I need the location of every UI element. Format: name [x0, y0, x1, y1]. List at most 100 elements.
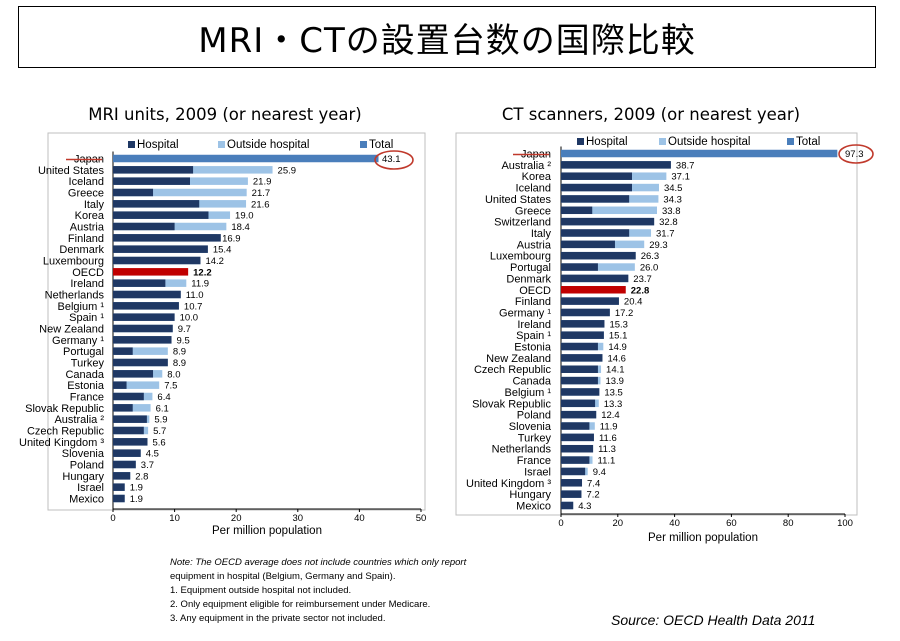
ct-category-label-spain: Spain ¹	[516, 330, 551, 342]
mri-bar-hospital-portugal	[113, 347, 133, 355]
ct-bar-hospital-iceland	[561, 183, 632, 192]
ct-value-label-ireland: 15.3	[609, 319, 628, 330]
ct-category-label-iceland: Iceland	[516, 183, 551, 195]
mri-category-label-turkey: Turkey	[71, 358, 105, 370]
mri-category-label-austria: Austria	[70, 222, 105, 234]
mri-category-label-slovenia: Slovenia	[62, 448, 105, 460]
mri-x-tick-label-1: 10	[169, 513, 180, 524]
mri-category-label-korea: Korea	[75, 210, 105, 222]
mri-category-label-spain: Spain ¹	[69, 312, 104, 324]
mri-category-label-netherlands: Netherlands	[45, 290, 105, 302]
mri-bar-hospital-luxembourg	[113, 256, 201, 265]
ct-value-label-australia: 38.7	[676, 160, 695, 171]
ct-value-label-new-zealand: 14.6	[607, 353, 626, 364]
mri-bar-hospital-israel	[113, 483, 125, 491]
mri-value-label-israel: 1.9	[130, 483, 143, 494]
mri-value-label-oecd: 12.2	[193, 267, 212, 278]
ct-value-label-korea: 37.1	[671, 172, 690, 183]
mri-x-tick-label-4: 40	[354, 513, 365, 524]
mri-bar-hospital-estonia	[113, 381, 127, 389]
mri-value-label-austria: 18.4	[231, 222, 250, 233]
ct-bar-hospital-ireland	[561, 320, 605, 328]
mri-category-label-germany: Germany ¹	[52, 335, 104, 347]
ct-category-label-new-zealand: New Zealand	[486, 353, 551, 365]
ct-category-label-italy: Italy	[531, 228, 552, 240]
ct-bar-total-oecd	[561, 286, 626, 294]
ct-legend-label-1: Outside hospital	[668, 136, 750, 148]
mri-category-label-hungary: Hungary	[62, 471, 104, 483]
ct-value-label-iceland: 34.5	[664, 183, 683, 194]
ct-category-label-slovenia: Slovenia	[509, 421, 552, 433]
source-credit: Source: OECD Health Data 2011	[611, 612, 816, 628]
mri-bar-hospital-iceland	[113, 177, 190, 185]
mri-value-label-greece: 21.7	[252, 188, 271, 199]
mri-value-label-canada: 8.0	[167, 369, 180, 380]
mri-value-label-denmark: 15.4	[213, 245, 232, 256]
ct-bar-hospital-australia	[561, 161, 671, 169]
ct-value-label-spain: 15.1	[609, 331, 628, 342]
mri-bar-hospital-greece	[113, 188, 154, 197]
ct-bar-hospital-netherlands	[561, 444, 594, 453]
mri-value-label-finland: 16.9	[222, 233, 241, 244]
ct-legend-label-2: Total	[796, 136, 820, 148]
mri-x-tick-label-5: 50	[416, 513, 427, 524]
mri-legend-swatch-1	[218, 141, 225, 148]
ct-value-label-turkey: 11.6	[599, 433, 617, 444]
mri-category-label-united-kingdom: United Kingdom ³	[19, 437, 104, 449]
ct-category-label-hungary: Hungary	[509, 489, 551, 501]
mri-category-label-czech-republic: Czech Republic	[27, 426, 105, 438]
mri-x-tick-label-2: 20	[231, 513, 242, 524]
ct-bar-hospital-united-kingdom	[561, 479, 583, 487]
note-line-4: 2. Only equipment eligible for reimburse…	[170, 599, 431, 610]
ct-category-label-estonia: Estonia	[514, 342, 552, 354]
mri-bar-outside-greece	[113, 188, 247, 197]
ct-value-label-portugal: 26.0	[640, 263, 659, 274]
ct-category-label-portugal: Portugal	[510, 262, 551, 274]
ct-value-label-hungary: 7.2	[586, 490, 599, 501]
ct-value-label-canada: 13.9	[605, 376, 624, 387]
mri-category-label-canada: Canada	[65, 369, 104, 381]
ct-bar-hospital-greece	[561, 206, 593, 215]
ct-x-tick-label-3: 60	[726, 518, 737, 529]
ct-legend-label-0: Hospital	[586, 136, 628, 148]
mri-bar-outside-portugal	[113, 347, 168, 355]
mri-bar-outside-estonia	[113, 381, 160, 389]
ct-category-label-denmark: Denmark	[506, 273, 551, 285]
ct-bar-hospital-portugal	[561, 263, 598, 271]
ct-chart-frame	[455, 132, 858, 516]
ct-x-axis-label: Per million population	[648, 532, 758, 544]
mri-highlight-circle	[374, 150, 414, 170]
mri-x-tick-label-3: 30	[293, 513, 304, 524]
ct-category-label-united-states: United States	[485, 194, 552, 206]
ct-value-label-denmark: 23.7	[633, 274, 652, 285]
ct-bar-outside-greece	[561, 206, 657, 215]
mri-value-label-netherlands: 11.0	[186, 290, 204, 301]
ct-category-label-belgium: Belgium ¹	[505, 387, 552, 399]
mri-bar-hospital-ireland	[113, 279, 166, 287]
ct-bar-hospital-france	[561, 456, 590, 464]
ct-value-label-italy: 31.7	[656, 228, 675, 239]
ct-legend-swatch-1	[659, 138, 666, 145]
ct-chart-title: CT scanners, 2009 (or nearest year)	[502, 105, 800, 124]
mri-value-label-iceland: 21.9	[253, 177, 271, 188]
ct-bar-hospital-korea	[561, 172, 632, 180]
ct-category-label-australia: Australia ²	[501, 160, 551, 172]
mri-x-axis-label: Per million population	[212, 525, 322, 537]
ct-category-label-germany: Germany ¹	[499, 307, 551, 319]
mri-value-label-poland: 3.7	[141, 460, 154, 471]
mri-value-label-hungary: 2.8	[135, 471, 148, 482]
ct-x-tick-label-2: 40	[669, 518, 680, 529]
mri-bar-hospital-slovenia	[113, 449, 141, 457]
ct-bar-hospital-austria	[561, 240, 615, 249]
mri-value-label-mexico: 1.9	[130, 494, 143, 505]
ct-value-label-oecd: 22.8	[631, 285, 650, 296]
ct-bar-hospital-canada	[561, 376, 598, 385]
mri-bar-hospital-czech-republic	[113, 426, 144, 435]
mri-bar-hospital-poland	[113, 460, 136, 469]
ct-legend-swatch-0	[577, 138, 584, 145]
footnotes: Note: The OECD average does not include …	[170, 556, 466, 626]
ct-bar-hospital-israel	[561, 467, 586, 476]
mri-bar-hospital-united-states	[113, 166, 194, 174]
mri-category-label-australia: Australia ²	[54, 414, 104, 426]
ct-value-label-israel: 9.4	[593, 467, 606, 478]
